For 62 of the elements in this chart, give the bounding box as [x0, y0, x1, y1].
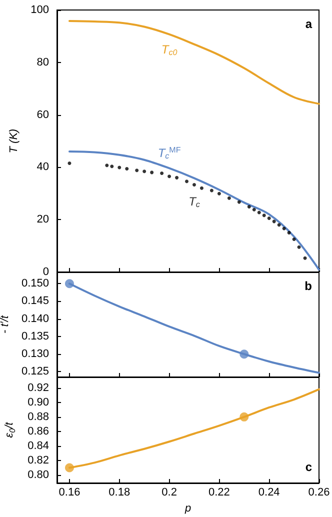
- y-tick-label: 0.140: [21, 312, 49, 325]
- annotation: a: [305, 17, 312, 31]
- y-axis-title: ε0/t: [4, 421, 18, 438]
- y-tick-label: 0.80: [28, 469, 49, 482]
- point: [247, 205, 251, 209]
- point: [257, 210, 261, 214]
- point: [135, 168, 139, 172]
- point: [210, 188, 214, 192]
- x-axis-title: p: [184, 502, 192, 514]
- point: [297, 245, 301, 249]
- line-series: [68, 20, 320, 105]
- annotation: c: [305, 460, 312, 474]
- point: [160, 171, 164, 175]
- point: [200, 186, 204, 190]
- point: [292, 238, 296, 241]
- y-tick-label: 0.82: [28, 454, 49, 466]
- x-tick-label: 0.24: [258, 486, 280, 498]
- y-tick-label: 0.150: [21, 278, 49, 290]
- point: [68, 162, 72, 166]
- y-tick-label: 100: [30, 4, 49, 16]
- x-tick-label: 0.22: [208, 486, 230, 498]
- point: [237, 200, 241, 204]
- point: [287, 230, 291, 234]
- y-tick-label: 0.145: [21, 295, 49, 308]
- point: [262, 214, 266, 218]
- x-tick-label: 0.2: [162, 486, 177, 498]
- y-axis-title: - t′/t: [0, 314, 12, 334]
- x-tick-label: 0.18: [108, 486, 130, 498]
- y-tick-label: 0.88: [28, 410, 49, 423]
- point: [142, 170, 146, 174]
- y-tick-label: 0.92: [28, 382, 49, 394]
- annotation: b: [304, 279, 312, 293]
- y-tick-label: 0.84: [28, 440, 49, 452]
- y-tick-label: 0: [42, 266, 49, 278]
- point: [303, 256, 307, 260]
- y-tick-label: 0.125: [21, 366, 49, 378]
- point: [168, 174, 172, 178]
- y-axis-title: T (K): [8, 128, 20, 154]
- y-tick-label: 40: [36, 161, 49, 174]
- point: [277, 223, 281, 227]
- y-tick-label: 0.90: [28, 396, 49, 408]
- y-tick-label: 0.130: [21, 348, 49, 360]
- x-tick-label: 0.26: [308, 486, 330, 498]
- y-tick-label: 20: [36, 214, 49, 226]
- point: [272, 220, 276, 224]
- y-tick-label: 80: [36, 56, 49, 68]
- point: [185, 180, 188, 184]
- point: [267, 216, 271, 220]
- y-tick-label: 0.135: [21, 330, 49, 342]
- point: [125, 167, 129, 171]
- point: [217, 192, 221, 196]
- point: [110, 164, 114, 168]
- x-tick-label: 0.16: [58, 486, 80, 498]
- point: [150, 170, 154, 174]
- point: [118, 166, 122, 170]
- y-tick-label: 0.86: [28, 425, 49, 438]
- y-tick-label: 60: [36, 108, 49, 121]
- point: [105, 164, 109, 168]
- point: [227, 196, 231, 200]
- point: [192, 183, 196, 187]
- point: [252, 208, 256, 212]
- point: [175, 176, 179, 180]
